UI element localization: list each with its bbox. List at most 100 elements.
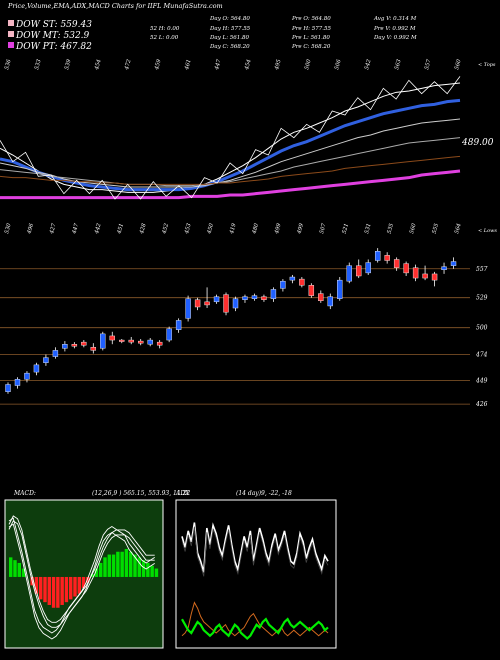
candle-body: [450, 261, 457, 266]
candle-body: [223, 294, 229, 313]
ema-top-label: 560: [454, 58, 463, 70]
macd-histogram-bar: [99, 562, 103, 577]
candle-body: [346, 265, 352, 282]
ema-top-label: 447: [214, 58, 223, 71]
candle-body: [128, 339, 134, 343]
price-ylabel: 500: [476, 325, 488, 332]
macd-histogram-bar: [120, 551, 124, 577]
adx-panel: [175, 499, 337, 649]
stat-avg-vol: Avg V: 0.314 M: [373, 16, 417, 22]
legend-swatch-pt: [8, 42, 14, 48]
candle-body: [318, 293, 324, 302]
candle-body: [33, 364, 40, 373]
ema-panel: 536 533 539 454 472 459 461 447 454 495 500 506 542 5…: [0, 58, 497, 235]
macd-histogram-bar: [43, 576, 47, 603]
candle-body: [356, 265, 362, 277]
candle-body: [100, 333, 106, 349]
macd-histogram-bar: [94, 568, 99, 577]
candle-body: [185, 298, 191, 319]
macd-histogram-bar: [47, 576, 51, 605]
candle-body: [14, 379, 21, 386]
candle-body: [156, 341, 163, 346]
plus-di-line: [181, 617, 329, 640]
ema-top-label: 542: [364, 58, 373, 70]
ema-bottom-label: 496: [26, 222, 35, 235]
stat-pre-vol: Pre V: 0.992 M: [373, 26, 416, 32]
macd-histogram-bar: [154, 568, 159, 577]
candle-body: [62, 344, 68, 349]
macd-histogram-bar: [21, 568, 26, 577]
price-ylabel: 529: [476, 295, 488, 302]
macd-histogram-bar: [103, 557, 107, 577]
ema-top-label: 500: [304, 58, 313, 70]
macd-histogram-bar: [69, 576, 73, 600]
price-ylabel: 474: [475, 352, 488, 359]
macd-params: (12,26,9 ) 565.15, 553.93, 11.22: [92, 490, 190, 497]
candle-body: [422, 273, 428, 279]
macd-histogram-bar: [77, 576, 81, 594]
macd-histogram-bar: [107, 554, 111, 577]
candle-body: [327, 296, 333, 307]
macd-histogram-bar: [13, 560, 17, 577]
macd-line-shadow: [8, 523, 155, 640]
candle-body: [232, 298, 239, 309]
price-ylabel: 557: [476, 266, 488, 273]
price-ylabel: 449: [475, 377, 488, 384]
ema-bottom-label: 555: [432, 222, 441, 234]
ema-bottom-label: 531: [364, 223, 373, 235]
macd-histogram-bar: [64, 576, 69, 603]
candle-body: [308, 285, 315, 296]
candle-body: [71, 344, 78, 347]
site-name: MunafaSutra.com: [163, 2, 223, 10]
stat-pre-close: Pre C: 568.20: [291, 44, 331, 50]
macd-histogram-bar: [60, 576, 64, 605]
candle-body: [5, 384, 11, 392]
stat-day-high: Day H: 577.55: [209, 26, 251, 32]
macd-histogram-bar: [146, 562, 150, 577]
ema-axis-note-bottom: < Lows: [478, 228, 497, 234]
candle-body: [270, 289, 277, 299]
ema-bottom-label: 499: [296, 222, 305, 235]
candle-body: [289, 276, 296, 281]
stat-pre-open: Pre O: 564.80: [291, 16, 331, 22]
macd-histogram-bar: [90, 574, 94, 577]
ema-bottom-label: 428: [139, 222, 148, 235]
minus-di-line: [181, 601, 329, 637]
price-ylabel: 426: [475, 401, 488, 408]
candle-body: [431, 273, 438, 281]
macd-histogram-bar: [81, 576, 86, 589]
ema-top-label: 506: [334, 58, 343, 70]
candle-body: [393, 259, 400, 268]
ema-bottom-label: 535: [387, 222, 396, 234]
ema-bottom-label: 447: [71, 222, 80, 235]
stat-day-close: Day C: 568.20: [209, 44, 250, 50]
ema-line: [0, 155, 461, 185]
candle-body: [242, 296, 248, 300]
macd-label: MACD:: [13, 490, 36, 497]
macd-histogram-bar: [141, 560, 146, 577]
price-panel: 557 529 500 474 449 426: [0, 248, 488, 408]
ema-top-label: 536: [4, 58, 13, 70]
macd-histogram-bar: [111, 554, 116, 577]
candle-body: [337, 279, 343, 299]
ema-top-label: 454: [244, 58, 253, 71]
ema-bottom-label: 560: [409, 222, 418, 234]
candle-body: [147, 339, 153, 345]
macd-histogram-bar: [150, 565, 154, 577]
stat-pre-high: Pre H: 577.55: [291, 26, 331, 32]
macd-histogram-bar: [86, 576, 90, 583]
candle-body: [213, 296, 220, 303]
stat-day-vol: Day V: 0.992 M: [373, 35, 417, 41]
stat-pre-low: Pre L: 561.80: [291, 35, 330, 41]
macd-histogram-bar: [137, 557, 141, 577]
ema-axis-note-top: < Tops: [478, 62, 496, 68]
stats-block: Day O: 564.80 52 H: 0.00 Day H: 577.55 5…: [150, 16, 417, 50]
ema-line: [0, 169, 461, 200]
candle-body: [90, 347, 97, 351]
candle-body: [412, 267, 419, 279]
ema-bottom-label: 442: [94, 222, 103, 235]
ema-price-line: [0, 76, 461, 200]
candle-body: [251, 295, 258, 299]
candle-body: [261, 296, 267, 300]
candle-body: [109, 335, 115, 341]
